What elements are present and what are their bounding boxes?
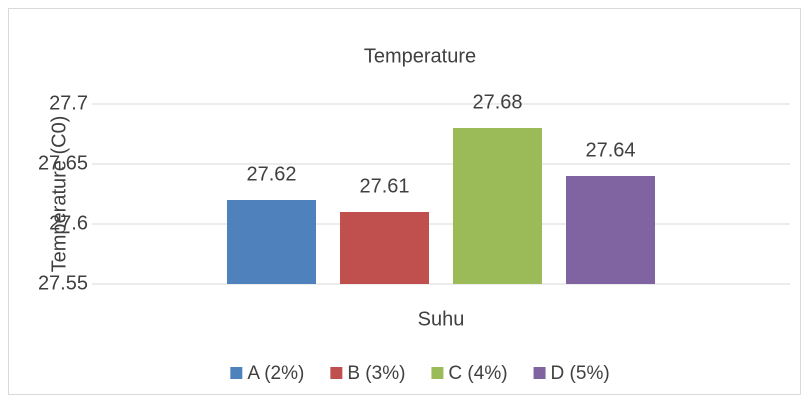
y-tick-label: 27.7 [49, 92, 88, 114]
legend-label: D (5%) [551, 363, 610, 384]
bar [227, 200, 316, 284]
bar [566, 176, 655, 284]
bar [340, 212, 429, 284]
y-axis-title: Temperature (C0) [48, 116, 70, 273]
y-tick-label: 27.6 [49, 212, 88, 234]
legend-label: C (4%) [448, 363, 507, 384]
legend-swatch [431, 367, 444, 379]
legend-label: B (3%) [347, 363, 405, 384]
data-label: 27.61 [359, 175, 409, 197]
data-label: 27.64 [585, 139, 635, 161]
chart-title: Temperature [364, 45, 476, 67]
bar [453, 128, 542, 284]
chart-border [8, 8, 801, 395]
x-tick-label: Suhu [418, 308, 465, 330]
data-label: 27.68 [472, 91, 522, 113]
legend-swatch [330, 367, 343, 379]
y-tick-label: 27.55 [38, 272, 88, 294]
data-label: 27.62 [246, 163, 296, 185]
legend-swatch [533, 367, 546, 379]
legend-swatch [230, 367, 243, 379]
legend-label: A (2%) [247, 363, 304, 384]
y-tick-label: 27.65 [38, 152, 88, 174]
